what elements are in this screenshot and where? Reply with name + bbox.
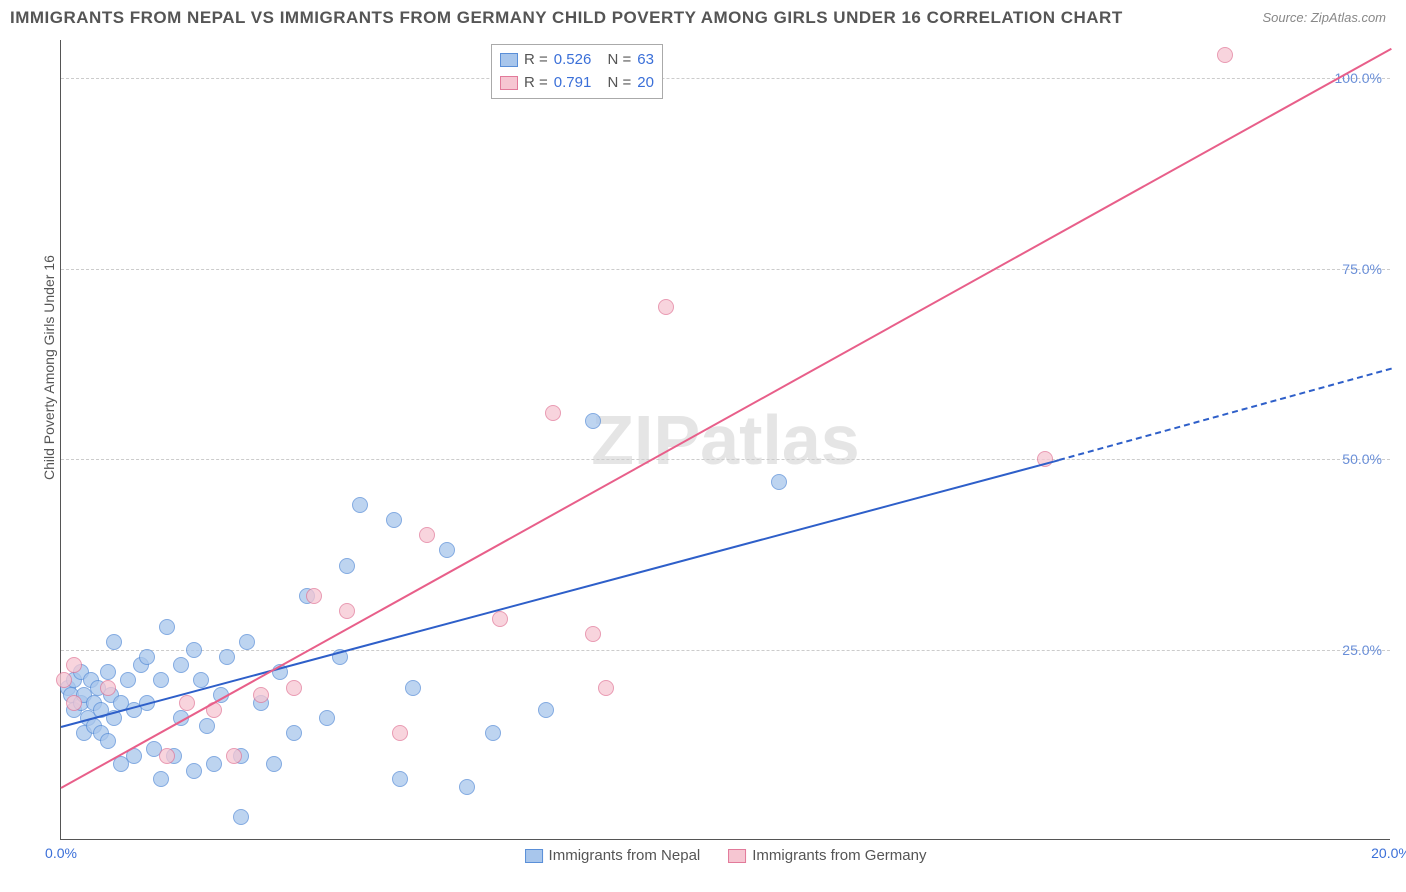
point-nepal: [319, 710, 335, 726]
point-germany: [159, 748, 175, 764]
trendline-germany: [61, 48, 1392, 789]
gridline: [61, 459, 1390, 460]
point-nepal: [233, 809, 249, 825]
point-nepal: [386, 512, 402, 528]
y-tick-label: 75.0%: [1342, 261, 1382, 277]
legend-swatch-nepal: [525, 849, 543, 863]
stats-legend-box: R = 0.526 N = 63 R = 0.791 N = 20: [491, 44, 663, 99]
x-tick-label: 20.0%: [1371, 845, 1406, 861]
n-value-germany: 20: [637, 72, 654, 95]
point-germany: [226, 748, 242, 764]
y-tick-label: 25.0%: [1342, 642, 1382, 658]
gridline: [61, 650, 1390, 651]
legend-item-germany: Immigrants from Germany: [728, 847, 926, 864]
y-tick-label: 100.0%: [1335, 70, 1382, 86]
point-germany: [66, 695, 82, 711]
point-germany: [339, 603, 355, 619]
point-germany: [492, 611, 508, 627]
r-label: R =: [524, 49, 548, 72]
point-nepal: [206, 756, 222, 772]
trendline-nepal-extrapolated: [1058, 368, 1391, 461]
point-germany: [598, 680, 614, 696]
point-nepal: [219, 649, 235, 665]
point-germany: [585, 626, 601, 642]
point-germany: [66, 657, 82, 673]
x-tick-label: 0.0%: [45, 845, 77, 861]
swatch-germany: [500, 76, 518, 90]
point-germany: [306, 588, 322, 604]
point-nepal: [100, 733, 116, 749]
y-axis-label: Child Poverty Among Girls Under 16: [41, 255, 57, 480]
watermark: ZIPatlas: [591, 400, 859, 480]
gridline: [61, 269, 1390, 270]
point-germany: [658, 299, 674, 315]
point-nepal: [120, 672, 136, 688]
point-nepal: [159, 619, 175, 635]
bottom-legend: Immigrants from Nepal Immigrants from Ge…: [513, 847, 939, 864]
n-label: N =: [607, 72, 631, 95]
legend-label-germany: Immigrants from Germany: [752, 847, 926, 864]
point-nepal: [585, 413, 601, 429]
point-nepal: [485, 725, 501, 741]
point-nepal: [339, 558, 355, 574]
point-nepal: [173, 657, 189, 673]
point-nepal: [771, 474, 787, 490]
point-nepal: [106, 634, 122, 650]
point-nepal: [352, 497, 368, 513]
point-germany: [100, 680, 116, 696]
n-value-nepal: 63: [637, 49, 654, 72]
point-nepal: [153, 771, 169, 787]
point-nepal: [266, 756, 282, 772]
gridline: [61, 78, 1390, 79]
point-germany: [419, 527, 435, 543]
legend-item-nepal: Immigrants from Nepal: [525, 847, 701, 864]
y-tick-label: 50.0%: [1342, 451, 1382, 467]
point-nepal: [100, 664, 116, 680]
stats-row-germany: R = 0.791 N = 20: [500, 72, 654, 95]
point-nepal: [186, 642, 202, 658]
point-germany: [286, 680, 302, 696]
point-nepal: [199, 718, 215, 734]
point-germany: [179, 695, 195, 711]
point-nepal: [439, 542, 455, 558]
point-nepal: [139, 649, 155, 665]
chart-title: IMMIGRANTS FROM NEPAL VS IMMIGRANTS FROM…: [10, 8, 1123, 28]
point-nepal: [239, 634, 255, 650]
point-germany: [253, 687, 269, 703]
plot-area: Child Poverty Among Girls Under 16 ZIPat…: [60, 40, 1390, 840]
r-value-germany: 0.791: [554, 72, 592, 95]
point-nepal: [193, 672, 209, 688]
stats-row-nepal: R = 0.526 N = 63: [500, 49, 654, 72]
source-label: Source: ZipAtlas.com: [1262, 10, 1386, 25]
point-nepal: [392, 771, 408, 787]
r-value-nepal: 0.526: [554, 49, 592, 72]
point-nepal: [405, 680, 421, 696]
point-nepal: [286, 725, 302, 741]
point-germany: [56, 672, 72, 688]
point-nepal: [153, 672, 169, 688]
point-nepal: [538, 702, 554, 718]
legend-label-nepal: Immigrants from Nepal: [549, 847, 701, 864]
point-nepal: [459, 779, 475, 795]
point-germany: [545, 405, 561, 421]
point-germany: [1217, 47, 1233, 63]
swatch-nepal: [500, 53, 518, 67]
n-label: N =: [607, 49, 631, 72]
trendline-nepal: [61, 459, 1059, 728]
legend-swatch-germany: [728, 849, 746, 863]
r-label: R =: [524, 72, 548, 95]
point-germany: [392, 725, 408, 741]
point-nepal: [186, 763, 202, 779]
